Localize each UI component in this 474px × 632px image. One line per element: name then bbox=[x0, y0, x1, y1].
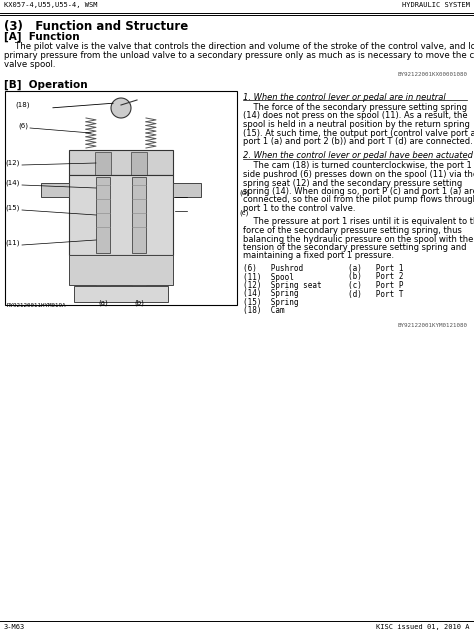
Text: (b): (b) bbox=[134, 299, 144, 305]
Bar bbox=[69, 150, 173, 175]
Text: (3)   Function and Structure: (3) Function and Structure bbox=[4, 20, 188, 33]
Text: (14) does not press on the spool (11). As a result, the: (14) does not press on the spool (11). A… bbox=[243, 111, 468, 121]
Text: (14)  Spring: (14) Spring bbox=[243, 289, 299, 298]
Text: (15). At such time, the output port (control valve port and: (15). At such time, the output port (con… bbox=[243, 128, 474, 138]
Text: (d)   Port T: (d) Port T bbox=[348, 289, 403, 298]
Text: (6): (6) bbox=[18, 123, 28, 130]
Text: primary pressure from the unload valve to a secondary pressure only as much as i: primary pressure from the unload valve t… bbox=[4, 51, 474, 60]
Bar bbox=[74, 286, 168, 302]
Text: (11)  Spool: (11) Spool bbox=[243, 272, 294, 281]
Bar bbox=[95, 152, 111, 175]
Text: spring seat (12) and the secondary pressure setting: spring seat (12) and the secondary press… bbox=[243, 178, 462, 188]
Text: RY92120011HYM019A: RY92120011HYM019A bbox=[7, 303, 66, 308]
Text: (b)   Port 2: (b) Port 2 bbox=[348, 272, 403, 281]
Text: The pressure at port 1 rises until it is equivalent to the: The pressure at port 1 rises until it is… bbox=[243, 217, 474, 226]
Text: HYDRAULIC SYSTEM: HYDRAULIC SYSTEM bbox=[402, 2, 470, 8]
Text: (18)  Cam: (18) Cam bbox=[243, 307, 284, 315]
Text: valve spool.: valve spool. bbox=[4, 60, 55, 69]
Text: (15): (15) bbox=[6, 205, 20, 211]
Text: [B]  Operation: [B] Operation bbox=[4, 80, 88, 90]
Text: The cam (18) is turned counterclockwise, the port 1: The cam (18) is turned counterclockwise,… bbox=[243, 162, 472, 171]
Text: KX057-4,U55,U55-4, WSM: KX057-4,U55,U55-4, WSM bbox=[4, 2, 98, 8]
Text: BY92122001KX00001080: BY92122001KX00001080 bbox=[398, 72, 468, 77]
Text: (11): (11) bbox=[6, 240, 20, 246]
Text: spring (14). When doing so, port P (c) and port 1 (a) are: spring (14). When doing so, port P (c) a… bbox=[243, 187, 474, 196]
Text: (c)   Port P: (c) Port P bbox=[348, 281, 403, 290]
Bar bbox=[132, 177, 146, 253]
Text: (a): (a) bbox=[98, 299, 108, 305]
Text: (6)   Pushrod: (6) Pushrod bbox=[243, 264, 303, 273]
Text: port 1 to the control valve.: port 1 to the control valve. bbox=[243, 204, 356, 213]
Bar bbox=[96, 177, 110, 253]
Bar bbox=[69, 255, 173, 285]
Bar bbox=[5, 91, 237, 305]
Text: spool is held in a neutral position by the return spring: spool is held in a neutral position by t… bbox=[243, 120, 470, 129]
Text: port 1 (a) and port 2 (b)) and port T (d) are connected.: port 1 (a) and port 2 (b)) and port T (d… bbox=[243, 137, 473, 146]
Text: side pushrod (6) presses down on the spool (11) via the: side pushrod (6) presses down on the spo… bbox=[243, 170, 474, 179]
Text: force of the secondary pressure setting spring, thus: force of the secondary pressure setting … bbox=[243, 226, 462, 235]
Text: The pilot valve is the valve that controls the direction and volume of the strok: The pilot valve is the valve that contro… bbox=[4, 42, 474, 51]
Text: 1. When the control lever or pedal are in neutral: 1. When the control lever or pedal are i… bbox=[243, 93, 446, 102]
Text: (c): (c) bbox=[239, 210, 248, 216]
Text: connected, so the oil from the pilot pump flows through: connected, so the oil from the pilot pum… bbox=[243, 195, 474, 205]
Text: [A]  Function: [A] Function bbox=[4, 32, 80, 42]
Text: (15)  Spring: (15) Spring bbox=[243, 298, 299, 307]
Text: 2. When the control lever or pedal have been actuated: 2. When the control lever or pedal have … bbox=[243, 152, 473, 161]
Text: maintaining a fixed port 1 pressure.: maintaining a fixed port 1 pressure. bbox=[243, 252, 394, 260]
Text: tension of the secondary pressure setting spring and: tension of the secondary pressure settin… bbox=[243, 243, 466, 252]
Text: (14): (14) bbox=[6, 179, 20, 186]
Text: (18): (18) bbox=[16, 102, 30, 108]
Bar bbox=[173, 183, 201, 197]
Text: (12): (12) bbox=[6, 160, 20, 166]
Text: The force of the secondary pressure setting spring: The force of the secondary pressure sett… bbox=[243, 103, 467, 112]
Text: BY92122001KYM0121080: BY92122001KYM0121080 bbox=[398, 323, 468, 328]
Bar bbox=[69, 175, 173, 255]
Circle shape bbox=[111, 98, 131, 118]
Bar bbox=[132, 285, 146, 300]
Text: (a)   Port 1: (a) Port 1 bbox=[348, 264, 403, 273]
Text: 3-M63: 3-M63 bbox=[4, 624, 25, 630]
Text: (12)  Spring seat: (12) Spring seat bbox=[243, 281, 322, 290]
Text: (d): (d) bbox=[239, 190, 249, 197]
Bar bbox=[96, 285, 110, 300]
Bar bbox=[131, 152, 147, 175]
Text: balancing the hydraulic pressure on the spool with the: balancing the hydraulic pressure on the … bbox=[243, 234, 474, 243]
Text: KISC issued 01, 2010 A: KISC issued 01, 2010 A bbox=[376, 624, 470, 630]
Bar bbox=[41, 183, 69, 197]
